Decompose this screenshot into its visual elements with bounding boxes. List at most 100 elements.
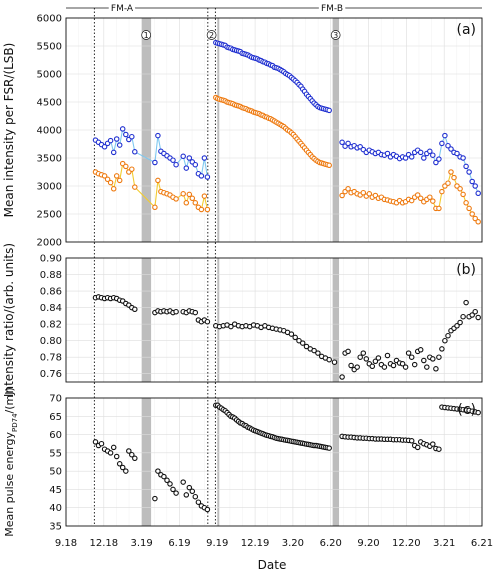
data-point [460, 191, 466, 198]
x-tick-label: 6.21 [471, 538, 493, 549]
excluded-band [217, 258, 220, 382]
data-point [116, 461, 123, 467]
panel-label: (b) [456, 262, 476, 278]
data-point [369, 363, 376, 370]
y-tick-label: 3500 [37, 154, 62, 165]
data-point [339, 192, 345, 199]
data-point [303, 343, 310, 350]
data-point [164, 477, 170, 484]
y-tick-label: 5000 [37, 70, 62, 81]
data-point [186, 191, 193, 198]
series-1 [92, 294, 481, 380]
y-tick-label: 0.84 [40, 303, 62, 314]
data-point [288, 331, 295, 337]
data-point [315, 350, 321, 356]
data-point [445, 332, 451, 339]
data-point [475, 190, 481, 197]
data-point [204, 318, 211, 325]
region-fm-a-label: FM-A [111, 4, 134, 14]
data-point [436, 205, 442, 212]
data-point [430, 356, 436, 362]
data-point [436, 446, 442, 452]
y-tick-label: 0.76 [40, 369, 62, 380]
data-point [372, 358, 379, 365]
panel-frames [65, 17, 483, 527]
y-tick-label: 2500 [37, 210, 62, 221]
y-tick-label: 4000 [37, 126, 62, 137]
data-point [460, 313, 466, 320]
annotation-marker [141, 30, 152, 40]
y-tick-label: 60 [49, 430, 62, 441]
data-point [152, 159, 158, 166]
data-point [345, 140, 351, 147]
data-point [116, 142, 123, 148]
data-point [132, 455, 138, 462]
data-point [299, 340, 306, 346]
data-point [173, 308, 179, 315]
excluded-band [332, 398, 340, 526]
y-tick-label: 0.80 [40, 336, 62, 347]
data-series [92, 39, 481, 513]
series-1 [92, 39, 481, 197]
excluded-band [141, 258, 152, 382]
data-point [433, 159, 439, 166]
data-point [129, 166, 135, 172]
data-point [204, 506, 211, 513]
data-point [475, 219, 481, 225]
data-point [454, 323, 460, 329]
data-point [173, 490, 179, 496]
y-axis-label-main: Mean pulse energy [3, 432, 16, 537]
excluded-band [141, 398, 152, 526]
data-point [469, 211, 475, 217]
data-point [183, 492, 190, 498]
data-point [186, 155, 193, 161]
data-point [326, 356, 332, 363]
data-point [110, 444, 117, 451]
x-tick-label: 3.19 [131, 538, 153, 549]
series-trend-line [341, 170, 479, 223]
data-point [384, 352, 391, 359]
data-point [192, 493, 199, 500]
data-point [430, 441, 436, 447]
data-point [475, 314, 481, 321]
x-tick-label: 6.19 [168, 538, 190, 549]
data-point [155, 177, 161, 184]
panel-label: (c) [457, 402, 476, 418]
data-point [463, 200, 469, 206]
y-tick-label: 5500 [37, 42, 62, 53]
data-point [107, 179, 114, 186]
data-point [339, 139, 345, 146]
data-point [417, 347, 424, 353]
x-tick-label: 9.19 [206, 538, 228, 549]
data-point [161, 473, 167, 480]
data-point [119, 464, 126, 471]
region-fm-b: FM-B [180, 1, 482, 17]
data-point [296, 337, 302, 344]
data-point [457, 319, 463, 326]
data-point [152, 204, 158, 211]
data-point [132, 149, 138, 155]
data-point [417, 195, 424, 202]
data-point [123, 468, 129, 474]
series-1 [92, 402, 481, 513]
data-point [326, 445, 332, 451]
data-point [186, 484, 193, 491]
data-point [155, 468, 161, 474]
data-point [110, 186, 117, 192]
data-point [170, 157, 176, 163]
data-point [173, 196, 179, 202]
data-point [152, 495, 158, 502]
data-point [460, 155, 466, 161]
y-axis-label: Intensity ratio/(arb. units) [2, 243, 16, 397]
data-point [192, 161, 199, 168]
data-point [454, 150, 460, 157]
data-point [430, 152, 436, 158]
data-point [201, 193, 208, 199]
y-tick-label: 0.86 [40, 287, 62, 298]
data-point [472, 183, 478, 189]
data-point [360, 350, 367, 356]
data-point [201, 155, 208, 161]
data-point [457, 186, 463, 192]
y-tick-label: 6000 [37, 14, 62, 25]
data-point [384, 150, 391, 157]
